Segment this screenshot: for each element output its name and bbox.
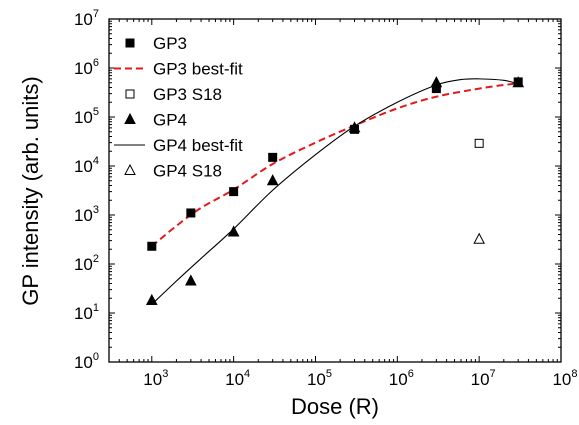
legend-item-gp3-best-fit: GP3 best-fit xyxy=(114,60,243,79)
legend: GP3 GP3 best-fit GP3 S18 GP4 GP4 best-fit GP4… xyxy=(114,34,243,181)
gp4-point xyxy=(348,121,361,133)
gp4-point xyxy=(430,76,443,88)
axis-ticks xyxy=(108,18,562,363)
plot-area xyxy=(145,76,525,305)
y-tick-label: 105 xyxy=(74,106,99,127)
axis-tick-labels: 103 104 105 106 107 108 100 101 102 103 104 105 106 1… xyxy=(74,8,578,389)
y-tick-label: 107 xyxy=(74,8,99,29)
y-axis-title: GP intensity (arb. units) xyxy=(18,76,43,305)
gp3-s18-point xyxy=(474,138,484,148)
x-tick-label: 108 xyxy=(552,368,577,389)
gp4-s18-point xyxy=(473,232,485,244)
legend-item-gp3-s18: GP3 S18 xyxy=(125,85,222,104)
gp4-point xyxy=(266,174,279,186)
legend-item-gp4: GP4 xyxy=(124,111,187,130)
legend-label: GP3 best-fit xyxy=(153,60,243,79)
gp3-point xyxy=(229,187,239,197)
legend-label: GP4 S18 xyxy=(153,162,222,181)
gp4-best-fit-line xyxy=(151,78,519,305)
gp3-best-fit-line xyxy=(151,82,519,248)
x-axis-title: Dose (R) xyxy=(291,394,379,419)
legend-item-gp4-s18: GP4 S18 xyxy=(124,162,222,181)
y-tick-label: 104 xyxy=(74,155,99,176)
x-tick-label: 103 xyxy=(143,368,168,389)
x-tick-label: 106 xyxy=(389,368,414,389)
legend-label: GP4 best-fit xyxy=(153,136,243,155)
legend-item-gp4-best-fit: GP4 best-fit xyxy=(114,136,243,155)
x-tick-label: 105 xyxy=(307,368,332,389)
legend-swatch xyxy=(125,89,135,99)
y-tick-label: 102 xyxy=(74,253,99,274)
gp3-point xyxy=(147,241,157,251)
y-tick-label: 100 xyxy=(74,351,99,372)
legend-label: GP4 xyxy=(153,111,187,130)
gp4-point xyxy=(512,76,525,88)
y-tick-label: 101 xyxy=(74,302,99,323)
gp3-point xyxy=(186,208,196,218)
legend-label: GP3 S18 xyxy=(153,85,222,104)
y-tick-label: 106 xyxy=(74,57,99,78)
legend-swatch xyxy=(124,163,136,175)
gp4-point xyxy=(145,293,158,305)
x-tick-label: 104 xyxy=(225,368,250,389)
legend-swatch xyxy=(124,112,136,124)
x-tick-label: 107 xyxy=(471,368,496,389)
legend-item-gp3: GP3 xyxy=(125,34,187,53)
gp4-point xyxy=(185,274,197,286)
legend-swatch xyxy=(125,38,135,48)
plot-frame xyxy=(108,18,562,363)
gp4-point xyxy=(227,225,240,237)
y-tick-label: 103 xyxy=(74,204,99,225)
gp3-point xyxy=(268,152,278,162)
legend-label: GP3 xyxy=(153,34,187,53)
